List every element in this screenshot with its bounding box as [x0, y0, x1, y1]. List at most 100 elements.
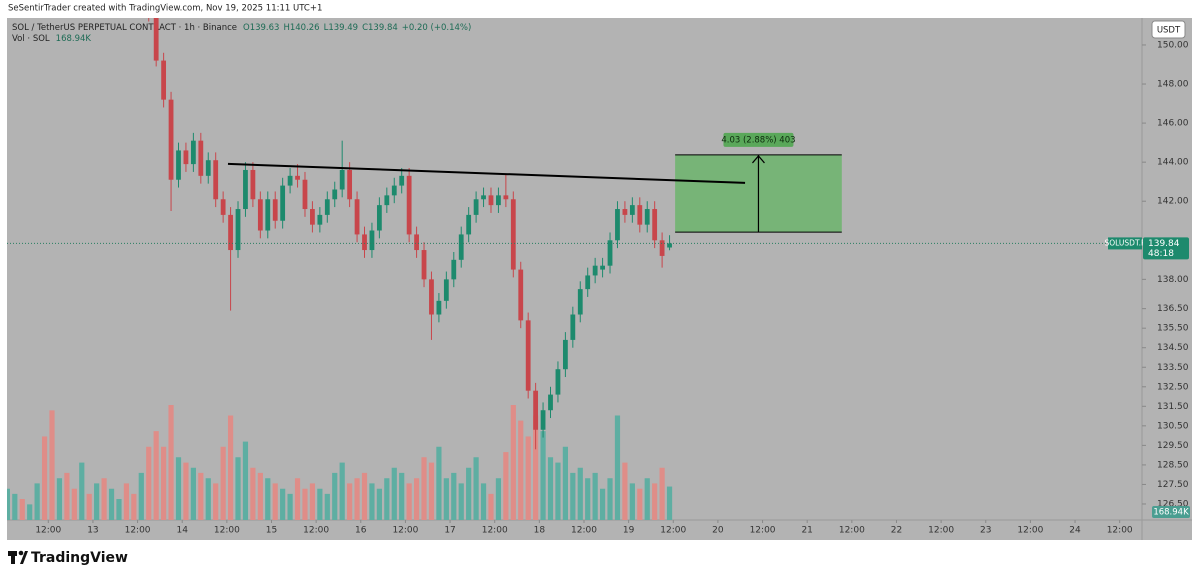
volume-bar [108, 488, 115, 520]
chart-background [7, 18, 1192, 540]
volume-bar [235, 457, 241, 520]
volume-value: 168.94K [56, 34, 92, 44]
symbol-header: SOL / TetherUS PERPETUAL CONTRACT · 1h ·… [12, 23, 471, 33]
candle-body [525, 320, 531, 391]
x-tick-label: 12:00 [392, 526, 418, 536]
volume-bar [257, 472, 263, 520]
target-arrowhead [752, 155, 765, 164]
volume-bar [7, 488, 10, 520]
volume-bar [34, 483, 40, 520]
volume-bar [585, 478, 591, 520]
candle-body [384, 195, 390, 206]
candle-body [615, 209, 620, 241]
x-tick-label: 12:00 [482, 526, 508, 536]
volume-bar [272, 483, 278, 520]
target-label: 4.03 (2.88%) 403 [721, 135, 795, 145]
volume-bar [347, 483, 353, 520]
ohlc-close: C139.84 [362, 23, 398, 33]
candle-body [287, 175, 293, 186]
volume-bar [79, 462, 85, 520]
candle-body [228, 214, 233, 251]
volume-bar [458, 483, 464, 520]
volume-bar [562, 446, 568, 520]
volume-bar [376, 488, 382, 520]
candle-body [481, 195, 486, 200]
candle-body [198, 140, 204, 176]
volume-bar [607, 478, 613, 520]
symbol-tag: SOLUSDT.P [1104, 238, 1146, 247]
candle-body [376, 205, 382, 231]
y-tick-label: 135.50 [1157, 324, 1189, 334]
volume-bar [473, 457, 479, 520]
volume-bar [354, 478, 360, 520]
candle-body [451, 259, 457, 280]
volume-bar [369, 483, 375, 520]
y-tick-label: 134.50 [1157, 343, 1189, 353]
volume-bar [637, 488, 643, 520]
y-tick-label: 146.00 [1157, 119, 1189, 129]
candle-body [161, 60, 167, 100]
y-tick-label: 142.00 [1157, 197, 1189, 207]
x-tick-label: 12:00 [660, 526, 686, 536]
candle-body [272, 199, 278, 221]
volume-bar [138, 472, 144, 520]
candle-body [362, 234, 367, 251]
volume-bar [309, 483, 316, 520]
volume-bar [384, 478, 390, 520]
volume-bar [12, 493, 18, 520]
candle-body [183, 150, 189, 165]
volume-bar [302, 488, 308, 520]
candle-body [205, 160, 211, 176]
volume-bar [64, 472, 70, 520]
candle-body [347, 169, 353, 200]
volume-title: Vol · SOL [12, 34, 50, 44]
y-tick-label: 126.50 [1157, 499, 1189, 509]
symbol-title: SOL / TetherUS PERPETUAL CONTRACT · 1h ·… [12, 23, 237, 33]
volume-bar [242, 441, 249, 520]
x-tick-label: 12:00 [1017, 526, 1043, 536]
volume-bar [629, 483, 635, 520]
volume-bar [205, 478, 211, 520]
candle-body [466, 214, 472, 235]
candle-body [332, 189, 338, 200]
unit-box[interactable] [1151, 20, 1186, 39]
logo-mark [20, 551, 28, 564]
volume-bar [495, 478, 502, 520]
volume-bar [49, 410, 55, 520]
volume-bar [131, 493, 137, 520]
unit-label[interactable]: USDT [1157, 26, 1181, 36]
candle-body [562, 339, 568, 370]
volume-bar [101, 478, 107, 520]
volume-bar [666, 486, 673, 520]
candle-body [533, 390, 539, 430]
x-tick-label: 23 [980, 526, 991, 536]
volume-bar [56, 478, 63, 520]
ohlc-open: O139.63 [243, 23, 279, 33]
x-tick-label: 12:00 [125, 526, 151, 536]
volume-bar [227, 415, 234, 520]
candle-body [280, 185, 286, 221]
volume-bar [71, 488, 77, 520]
candle-body [369, 230, 375, 251]
y-tick-label: 130.50 [1157, 421, 1189, 431]
candle-body [458, 234, 464, 260]
x-tick-label: 20 [712, 526, 724, 536]
candle-body [339, 169, 345, 190]
candle-body [622, 209, 628, 215]
volume-bar [466, 467, 472, 520]
candle-body [406, 175, 412, 235]
footer-logo: TradingView [8, 550, 128, 566]
x-tick-label: 12:00 [303, 526, 329, 536]
volume-bar [116, 499, 122, 520]
x-tick-label: 12:00 [928, 526, 954, 536]
x-tick-label: 12:00 [750, 526, 776, 536]
volume-bar [428, 462, 435, 520]
x-tick-label: 18 [534, 526, 546, 536]
volume-bar [599, 488, 606, 520]
x-tick-label: 12:00 [214, 526, 240, 536]
volume-bar [86, 493, 92, 520]
volume-bar [488, 493, 494, 520]
candle-body [265, 199, 271, 231]
candle-body [213, 160, 219, 200]
